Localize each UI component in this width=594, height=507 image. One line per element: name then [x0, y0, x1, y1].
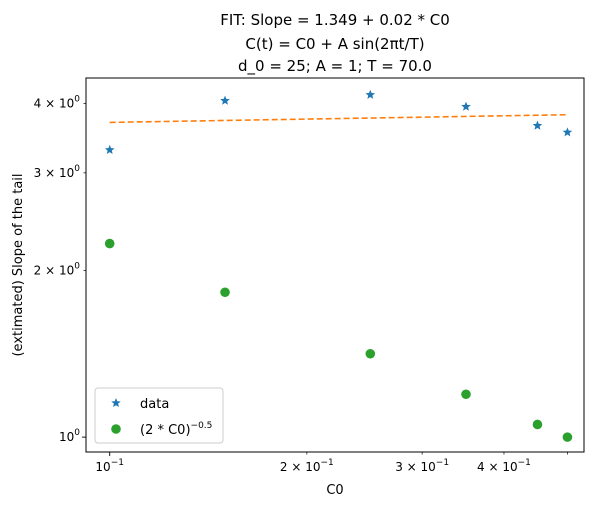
y-tick-label: 100 [59, 428, 80, 444]
x-tick-label-base: 10 [95, 460, 110, 474]
data-point-star [562, 127, 573, 137]
data-point-star [104, 144, 115, 154]
y-axis-label: (extimated) Slope of the tail [11, 173, 26, 356]
y-tick-label: 4 × 100 [34, 95, 81, 111]
x-tick-label-exp: −1 [436, 458, 449, 468]
legend: data (2 * C0)−0.5 [94, 387, 224, 444]
title-line-3: d_0 = 25; A = 1; T = 70.0 [238, 57, 432, 76]
data-point-star [461, 101, 471, 111]
data-point-star [365, 89, 376, 99]
legend-circle-icon [111, 424, 121, 434]
legend-box [94, 387, 224, 444]
data-point-circle [104, 238, 115, 249]
x-tick-label: 10−1 [95, 458, 124, 474]
x-tick-label: 3 × 10−1 [395, 458, 449, 474]
y-tick-label-base: 3 × 10 [34, 166, 75, 180]
data-point-circle [461, 389, 471, 400]
x-tick-label-exp: −1 [111, 458, 124, 468]
y-tick-label-exp: 0 [74, 261, 80, 271]
x-tick-label-base: 2 × 10 [280, 460, 321, 474]
data-point-star [220, 95, 230, 105]
x-tick-label: 4 × 10−1 [477, 458, 531, 474]
legend-star-icon [111, 398, 121, 408]
fit-line [109, 113, 568, 124]
data-point-circle [220, 287, 230, 298]
data-point-circle [365, 348, 376, 359]
data-point-star [532, 120, 543, 130]
x-tick-label-base: 3 × 10 [395, 460, 436, 474]
data-point-circle [532, 419, 543, 430]
x-tick-label-base: 4 × 10 [477, 460, 518, 474]
y-tick-label-base: 4 × 10 [34, 97, 75, 111]
legend-label-data: data [140, 397, 169, 412]
x-axis-label: C0 [326, 483, 343, 498]
title-line-1: FIT: Slope = 1.349 + 0.02 * C0 [220, 11, 450, 29]
title-line-2: C(t) = C0 + A sin(2πt/T) [245, 35, 424, 53]
x-axis-ticks: 10−1 2 × 10−1 3 × 10−1 4 × 10−1 [95, 452, 568, 474]
y-tick-label-exp: 0 [74, 95, 80, 105]
legend-label-power-exp: −0.5 [191, 421, 213, 431]
legend-label-power: (2 * C0)−0.5 [140, 421, 212, 438]
legend-marker-data [111, 398, 121, 408]
chart-title: FIT: Slope = 1.349 + 0.02 * C0 C(t) = C0… [220, 11, 450, 76]
x-tick-label: 2 × 10−1 [280, 458, 334, 474]
y-tick-label-base: 2 × 10 [34, 263, 75, 277]
y-tick-label: 3 × 100 [34, 164, 81, 180]
legend-label-power-base: (2 * C0) [140, 423, 191, 438]
series-layer [104, 89, 573, 442]
x-tick-label-exp: −1 [320, 458, 333, 468]
x-tick-label-exp: −1 [518, 458, 531, 468]
y-tick-label-exp: 0 [74, 428, 80, 438]
y-tick-label-base: 10 [59, 430, 74, 444]
data-point-circle [562, 432, 573, 442]
y-tick-label-exp: 0 [74, 164, 80, 174]
y-tick-label: 2 × 100 [34, 261, 81, 277]
legend-marker-power [111, 424, 121, 434]
